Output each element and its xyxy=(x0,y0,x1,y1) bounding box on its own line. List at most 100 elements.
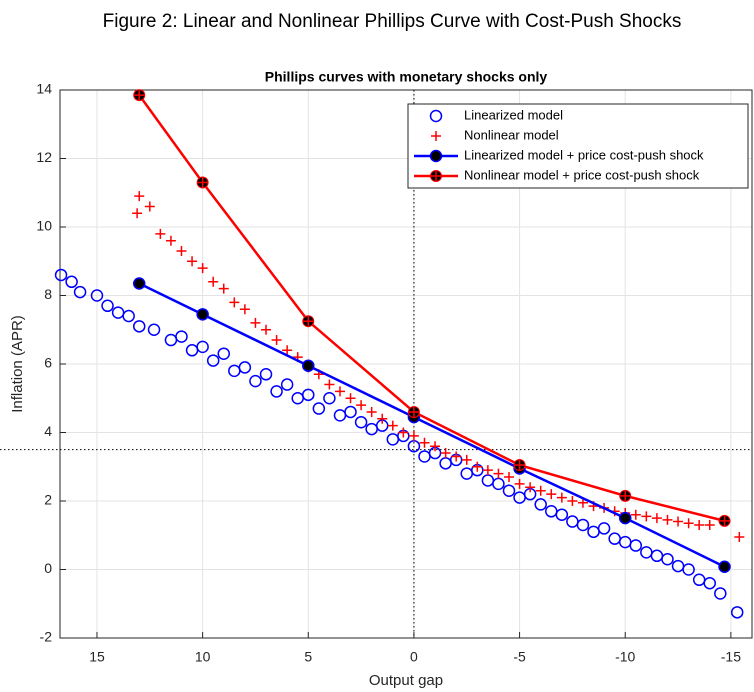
point xyxy=(734,531,745,542)
point xyxy=(185,344,199,357)
marker-circle xyxy=(597,522,611,535)
marker-plus xyxy=(303,316,314,327)
point xyxy=(259,368,273,381)
point xyxy=(513,459,526,472)
series-line xyxy=(138,282,726,568)
point xyxy=(73,285,87,299)
point xyxy=(514,478,525,489)
marker-plus xyxy=(662,514,673,525)
point xyxy=(291,392,304,405)
marker-dot xyxy=(429,149,443,163)
point xyxy=(692,573,706,587)
point xyxy=(324,379,335,390)
marker-plus xyxy=(641,511,652,522)
legend-label: Nonlinear model + price cost-push shock xyxy=(464,167,700,182)
marker-plus xyxy=(208,276,219,287)
legend-marker xyxy=(431,131,441,141)
marker-circle xyxy=(132,320,146,333)
point xyxy=(155,228,166,239)
marker-dot xyxy=(302,359,315,372)
point xyxy=(356,400,367,411)
legend-label: Linearized model + price cost-push shock xyxy=(464,147,704,162)
y-tick-label: 14 xyxy=(36,81,52,97)
marker-circle xyxy=(545,505,558,518)
marker-circle xyxy=(534,498,547,511)
plot-frame xyxy=(59,89,753,639)
marker-plus xyxy=(408,430,419,441)
marker-circle xyxy=(249,374,262,388)
point xyxy=(534,498,547,511)
marker-plus xyxy=(535,485,546,496)
marker-plus xyxy=(567,496,578,506)
marker-plus xyxy=(419,437,430,448)
point xyxy=(54,268,68,282)
point xyxy=(386,433,400,446)
point xyxy=(641,511,652,522)
point xyxy=(239,304,250,315)
point xyxy=(440,448,451,459)
marker-plus xyxy=(165,235,176,246)
point xyxy=(618,511,632,525)
point xyxy=(398,427,409,438)
point xyxy=(576,518,590,532)
point xyxy=(408,430,419,441)
point xyxy=(333,409,347,422)
marker-circle xyxy=(650,549,664,563)
point xyxy=(482,465,493,476)
marker-circle xyxy=(238,361,252,374)
marker-plus xyxy=(525,482,536,493)
point xyxy=(407,405,420,418)
point xyxy=(165,235,176,246)
marker-circle xyxy=(587,525,600,539)
marker-dot xyxy=(618,511,632,525)
y-tick-label: 6 xyxy=(44,355,52,371)
marker-plus xyxy=(144,201,155,212)
marker-plus xyxy=(514,460,525,471)
marker-plus xyxy=(440,448,451,459)
marker-circle xyxy=(54,268,68,282)
marker-plus xyxy=(398,427,409,438)
point xyxy=(683,518,694,529)
chart-title: Figure 2: Linear and Nonlinear Phillips … xyxy=(103,11,682,32)
point xyxy=(101,299,114,313)
point xyxy=(282,345,293,356)
point xyxy=(703,576,716,590)
point xyxy=(650,549,664,563)
point xyxy=(718,560,731,574)
marker-plus xyxy=(673,516,684,527)
marker-circle xyxy=(217,347,231,360)
x-tick-label: -10 xyxy=(615,649,635,665)
point xyxy=(302,359,315,372)
marker-plus xyxy=(431,171,441,181)
point xyxy=(451,451,462,462)
legend-label: Linearized model xyxy=(464,107,563,122)
point xyxy=(249,374,262,388)
point xyxy=(493,468,504,479)
point xyxy=(196,308,209,321)
x-axis-label: Output gap xyxy=(369,672,443,689)
x-tick-label: 5 xyxy=(304,649,312,665)
marker-circle xyxy=(692,573,706,587)
marker-circle xyxy=(703,576,716,590)
point xyxy=(587,525,600,539)
chart-subtitle: Phillips curves with monetary shocks onl… xyxy=(265,69,548,85)
point xyxy=(344,405,357,419)
point xyxy=(472,461,483,472)
point xyxy=(122,309,135,323)
point xyxy=(133,89,146,102)
point xyxy=(460,467,473,480)
marker-plus xyxy=(620,490,631,501)
marker-plus xyxy=(261,324,272,335)
marker-circle xyxy=(101,299,114,313)
point xyxy=(704,519,715,530)
marker-circle xyxy=(164,333,178,347)
point xyxy=(377,413,388,424)
marker-plus xyxy=(366,406,377,417)
marker-dot xyxy=(196,308,209,321)
point xyxy=(270,385,283,398)
marker-circle xyxy=(228,364,241,378)
marker-plus xyxy=(239,304,250,315)
marker-plus xyxy=(430,441,441,452)
x-tick-label: 15 xyxy=(89,649,105,665)
point xyxy=(481,474,495,487)
